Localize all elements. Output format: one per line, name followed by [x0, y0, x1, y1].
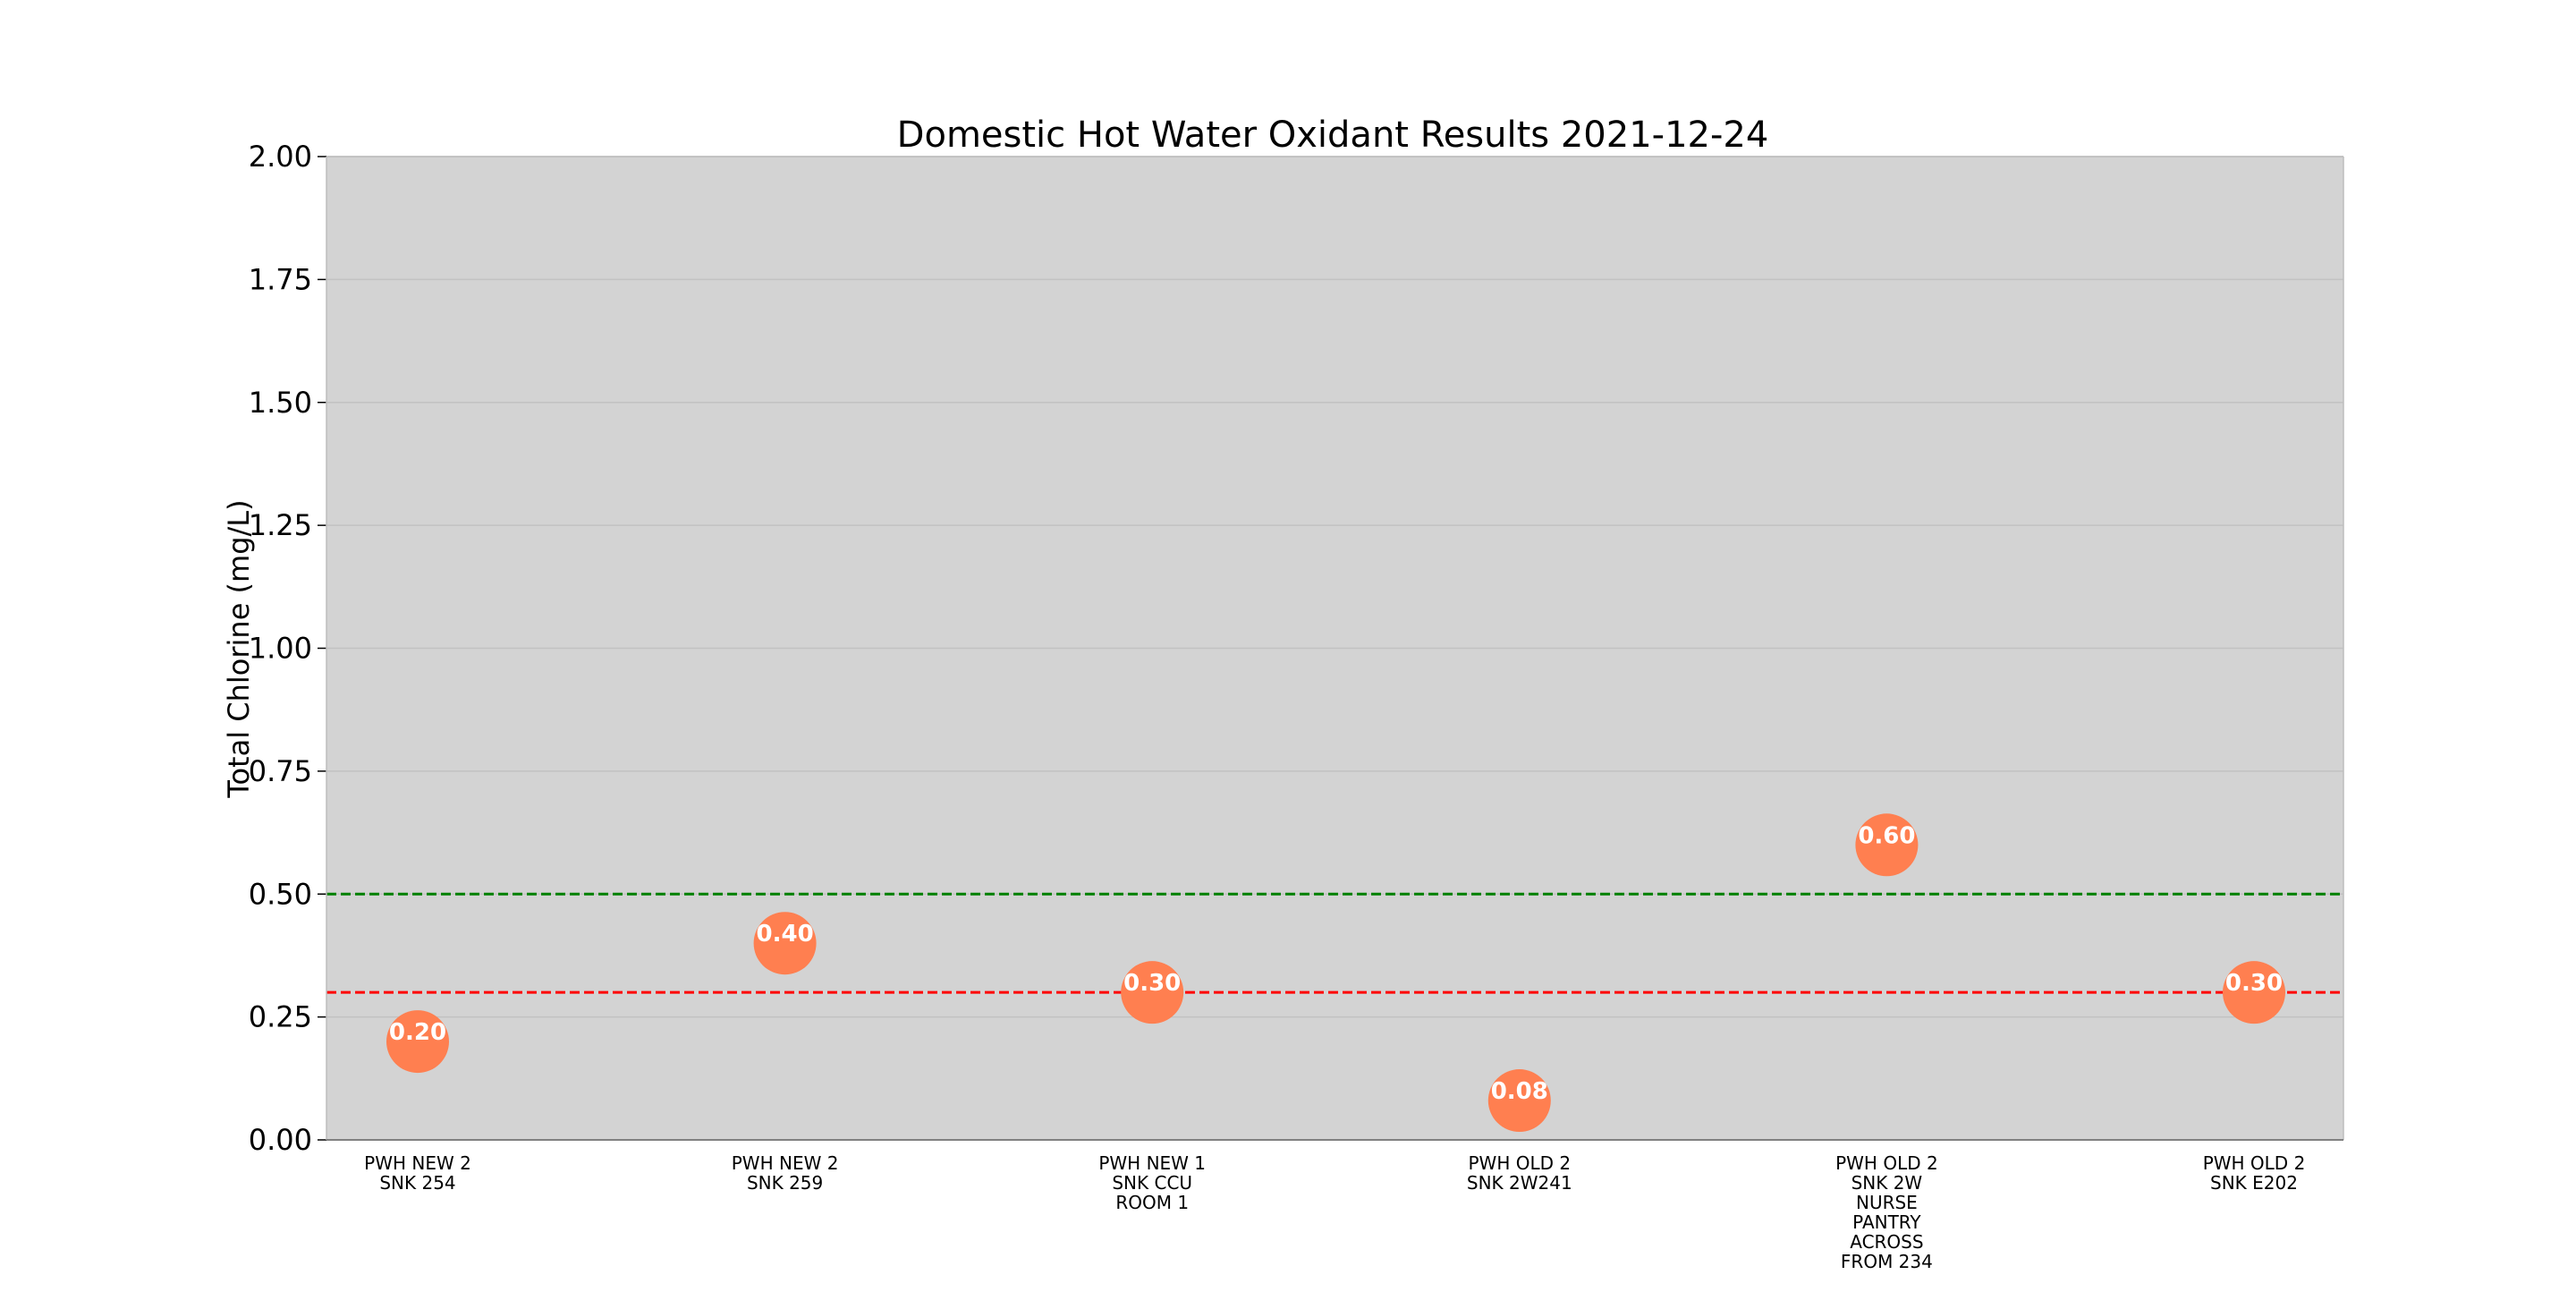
- y-tick-label: 0.25: [249, 1000, 312, 1034]
- x-tick-label: PWH NEW 2 SNK 259: [732, 1152, 839, 1194]
- x-tick-label-line: PWH OLD 2: [1468, 1152, 1571, 1174]
- x-tick-label: PWH NEW 2 SNK 254: [364, 1152, 471, 1194]
- x-tick-label-line: SNK 254: [379, 1172, 455, 1194]
- x-tick-label-line: SNK 259: [747, 1172, 823, 1194]
- x-tick-label-line: SNK E202: [2210, 1172, 2298, 1194]
- x-tick-label-line: SNK CCU: [1112, 1172, 1192, 1194]
- data-point: [2223, 961, 2285, 1024]
- x-tick-label: PWH OLD 2 SNK 2W NURSE PANTRY ACROSS FROM 234: [1835, 1152, 1938, 1272]
- x-tick-label-line: FROM 234: [1841, 1251, 1933, 1272]
- data-point: [1855, 813, 1919, 877]
- x-tick-label-line: PWH OLD 2: [2203, 1152, 2306, 1174]
- x-tick-label: PWH OLD 2 SNK 2W241: [1467, 1152, 1572, 1194]
- y-tick-label: 1.00: [249, 632, 312, 666]
- chart-title: Domestic Hot Water Oxidant Results 2021-…: [897, 115, 1769, 156]
- x-tick-label-line: PWH NEW 2: [364, 1152, 471, 1174]
- data-point: [753, 912, 817, 975]
- y-tick-label: 1.50: [249, 386, 312, 420]
- y-tick-label: 0.75: [249, 754, 312, 788]
- x-tick-label: PWH NEW 1 SNK CCU ROOM 1: [1098, 1152, 1206, 1213]
- data-label: 0.08: [1491, 1078, 1548, 1105]
- data-label: 0.40: [757, 921, 814, 948]
- x-tick-label-line: PWH OLD 2: [1835, 1152, 1938, 1174]
- x-tick-label: PWH OLD 2 SNK E202: [2203, 1152, 2306, 1194]
- x-tick-label-line: SNK 2W: [1852, 1172, 1923, 1194]
- y-tick-label: 0.50: [249, 877, 312, 911]
- x-tick-label-line: ROOM 1: [1115, 1192, 1189, 1213]
- x-tick-label-line: PANTRY: [1852, 1211, 1921, 1233]
- y-tick-label: 1.75: [249, 262, 312, 296]
- data-point: [1487, 1069, 1551, 1133]
- data-label: 0.30: [2225, 970, 2283, 997]
- x-tick-label-line: PWH NEW 2: [732, 1152, 839, 1174]
- y-tick-label: 2.00: [249, 140, 312, 174]
- x-tick-label-line: PWH NEW 1: [1098, 1152, 1206, 1174]
- data-label: 0.20: [389, 1019, 446, 1046]
- x-tick-label-line: SNK 2W241: [1467, 1172, 1572, 1194]
- y-tick-label: 1.25: [249, 508, 312, 542]
- data-point: [1121, 961, 1184, 1024]
- data-label: 0.30: [1123, 970, 1181, 997]
- x-tick-label-line: NURSE: [1856, 1192, 1918, 1213]
- data-label: 0.60: [1858, 822, 1915, 849]
- y-axis-label: Total Chlorine (mg/L): [222, 499, 256, 798]
- y-tick-label: 0.00: [249, 1123, 312, 1157]
- x-tick-label-line: ACROSS: [1850, 1231, 1923, 1253]
- data-point: [386, 1010, 449, 1074]
